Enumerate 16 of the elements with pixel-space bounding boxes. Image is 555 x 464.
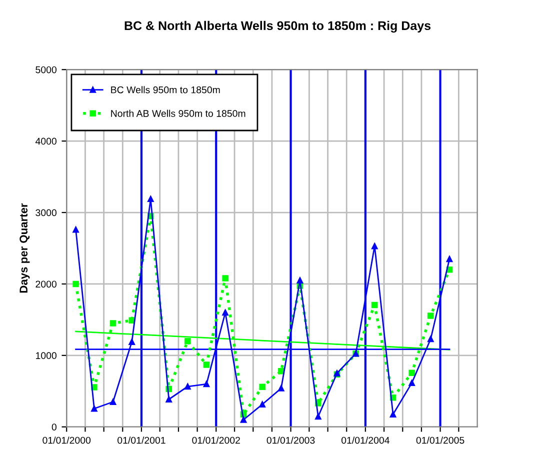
y-tick-label: 3000 [36, 209, 56, 216]
y-tick-label: 2000 [36, 280, 56, 288]
y-tick-label: 0 [52, 424, 56, 430]
chart-title: BC & North Alberta Wells 950m to 1850m : Rig Days [124, 20, 431, 33]
y-tick-label: 4000 [35, 138, 56, 145]
y-tick-label: 1000 [36, 352, 56, 360]
legend-label: BC Wells 950m to 1850m [111, 86, 220, 94]
x-tick-label: 01/01/2004 [341, 436, 390, 444]
x-tick-label: 01/01/2002 [192, 436, 240, 444]
x-tick-label: 01/01/2001 [118, 436, 166, 444]
x-tick-label: 01/01/2000 [42, 436, 91, 444]
y-tick-label: 5000 [36, 66, 56, 74]
legend-label: North AB Wells 950m to 1850m [111, 110, 246, 117]
y-axis-title: Days per Quarter [20, 203, 30, 293]
x-tick-label: 01/01/2003 [266, 436, 315, 444]
x-tick-label: 01/01/2005 [416, 436, 464, 444]
